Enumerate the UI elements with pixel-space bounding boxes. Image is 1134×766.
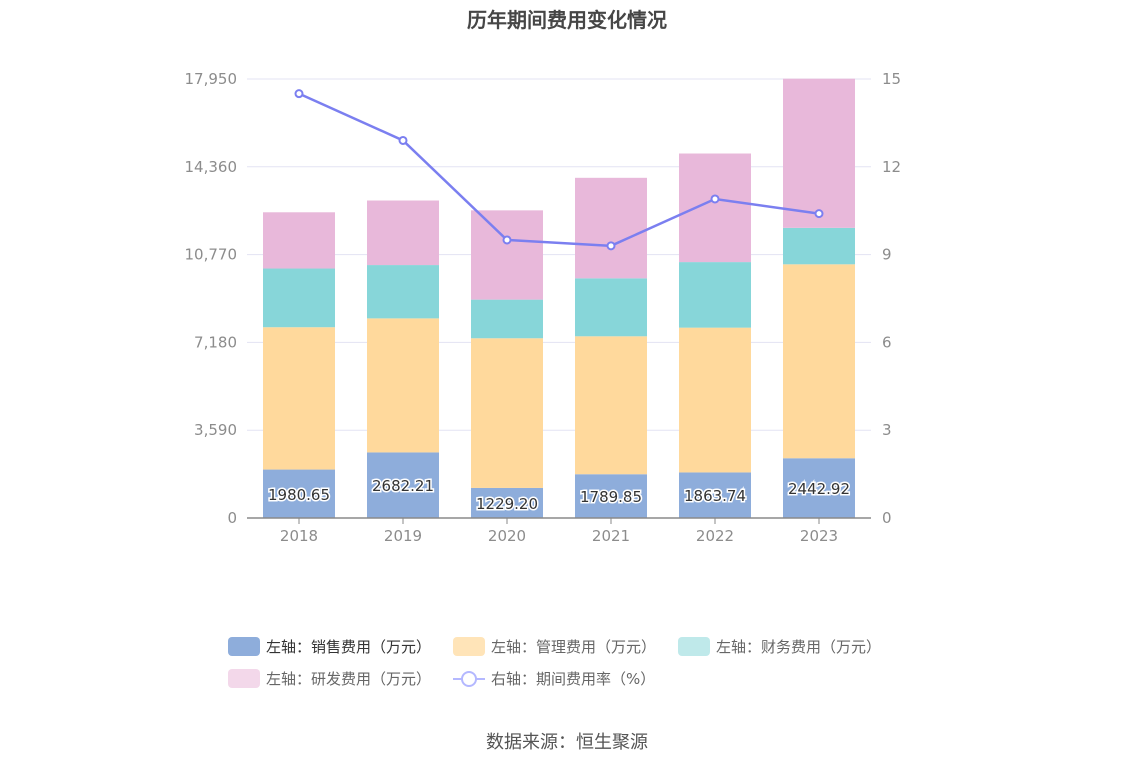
legend-swatch-admin	[453, 636, 486, 656]
bar-segment-3-2022	[679, 153, 751, 263]
bar-segment-0-2021	[575, 474, 647, 518]
bar-segment-1-2020	[471, 338, 543, 488]
bar-segment-2-2018	[263, 268, 335, 328]
legend-label-rate: 右轴：期间费用率（%）	[491, 669, 656, 688]
data-labels: 1980.65 2682.21 1229.20 1789.85 1863.74 2442.…	[266, 476, 851, 515]
legend-swatch-finance	[678, 636, 711, 656]
grid	[247, 78, 871, 431]
bar-segment-3-2019	[367, 200, 439, 266]
x-tick-label: 2021	[592, 527, 630, 545]
legend-item-rate[interactable]: 右轴：期间费用率（%）	[453, 668, 655, 689]
y-left-tick-label: 14,360	[185, 158, 238, 176]
y-right-tick-label: 6	[882, 333, 892, 351]
y-right-tick-label: 0	[882, 509, 892, 527]
y-right-tick-label: 9	[882, 246, 892, 264]
bar-segment-0-2022	[679, 472, 751, 518]
axes: 0 3,590 7,180 10,770 14,360 17,950 0 3 6 9 12 15 201…	[185, 70, 902, 545]
rate-point-2018	[294, 89, 304, 99]
legend-item-sales[interactable]: 左轴：销售费用（万元）	[228, 636, 431, 657]
x-tick-label: 2023	[800, 527, 838, 545]
legend-swatch-rnd	[228, 668, 260, 688]
bar-segment-2-2022	[679, 262, 751, 328]
y-right-tick-label: 15	[882, 70, 901, 88]
data-label-sales: 1863.74	[684, 487, 746, 505]
data-label-sales: 1980.65	[268, 486, 330, 504]
rate-point-2021	[606, 241, 616, 251]
x-tick-label: 2020	[488, 527, 526, 545]
legend-label-admin: 左轴：管理费用（万元）	[491, 637, 657, 656]
y-left-tick-label: 0	[227, 509, 237, 527]
bar-segment-1-2021	[575, 336, 647, 475]
legend-item-finance[interactable]: 左轴：财务费用（万元）	[678, 636, 881, 657]
y-left-tick-label: 7,180	[194, 333, 237, 351]
data-label-sales: 2442.92	[788, 480, 850, 498]
bar-segment-2-2020	[471, 299, 543, 339]
bar-segment-3-2021	[575, 177, 647, 279]
legend-swatch-sales	[228, 636, 260, 656]
legend-item-rnd[interactable]: 左轴：研发费用（万元）	[228, 668, 431, 689]
bar-segment-3-2020	[471, 210, 543, 300]
legend-label-rnd: 左轴：研发费用（万元）	[266, 669, 432, 688]
bar-segment-3-2018	[263, 212, 335, 269]
line-series	[294, 89, 824, 251]
bar-segment-0-2019	[367, 452, 439, 518]
rate-point-2022	[710, 194, 720, 204]
x-tick-label: 2022	[696, 527, 734, 545]
chart-title: 历年期间费用变化情况	[467, 8, 667, 32]
rate-point-2019	[398, 135, 408, 145]
bar-segment-1-2022	[679, 327, 751, 473]
y-left-tick-label: 17,950	[185, 70, 238, 88]
y-left-tick-label: 3,590	[194, 421, 237, 439]
legend-line-swatch-rate	[453, 669, 486, 688]
y-left-tick-label: 10,770	[185, 246, 238, 264]
rate-point-2020	[502, 235, 512, 245]
data-label-sales: 1789.85	[580, 488, 642, 506]
bar-segment-1-2019	[367, 318, 439, 453]
bar-segment-2-2021	[575, 278, 647, 337]
bar-segment-1-2018	[263, 327, 335, 470]
data-label-sales: 2682.21	[372, 477, 434, 495]
legend-label-finance: 左轴：财务费用（万元）	[716, 637, 882, 656]
x-tick-label: 2018	[280, 527, 318, 545]
bar-segment-2-2019	[367, 265, 439, 319]
bars	[263, 78, 855, 518]
rate-point-2023	[814, 209, 824, 219]
rate-line	[298, 92, 820, 248]
y-right-tick-label: 12	[882, 158, 901, 176]
bar-segment-0-2020	[471, 487, 543, 518]
legend: 左轴：销售费用（万元） 左轴：管理费用（万元） 左轴：财务费用（万元） 左轴：研…	[228, 630, 928, 694]
bar-segment-3-2023	[783, 78, 855, 228]
y-right-tick-label: 3	[882, 421, 892, 439]
bar-segment-0-2023	[783, 458, 855, 518]
legend-label-sales: 左轴：销售费用（万元）	[266, 637, 432, 656]
bar-segment-2-2023	[783, 227, 855, 265]
bar-segment-0-2018	[263, 469, 335, 518]
bar-segment-1-2023	[783, 264, 855, 459]
source-note: 数据来源：恒生聚源	[486, 732, 648, 753]
chart: 0 3,590 7,180 10,770 14,360 17,950 0 3 6 9 12 15 201…	[185, 70, 902, 545]
x-tick-label: 2019	[384, 527, 422, 545]
data-label-sales: 1229.20	[476, 495, 538, 513]
legend-item-admin[interactable]: 左轴：管理费用（万元）	[453, 636, 656, 657]
